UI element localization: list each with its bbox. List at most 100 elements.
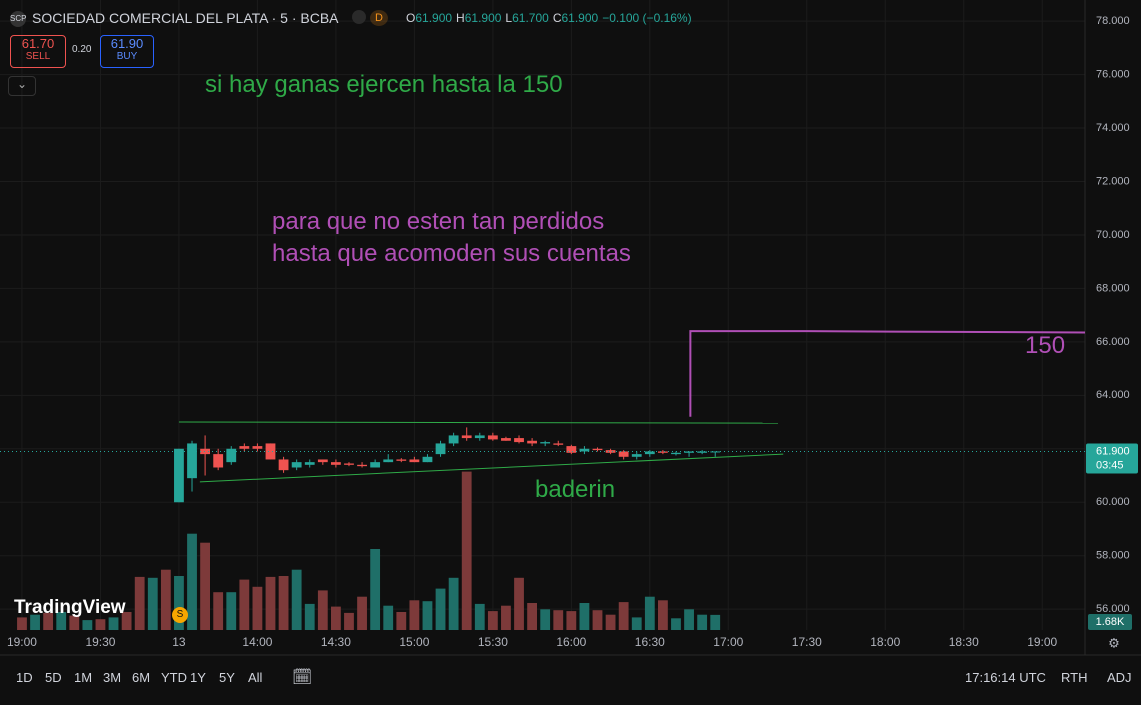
- collapse-button[interactable]: ⌄: [8, 76, 36, 96]
- volume-bar: [697, 614, 708, 630]
- volume-bar: [684, 609, 694, 630]
- y-tick-label: 72.000: [1096, 175, 1130, 187]
- volume-bar: [69, 615, 80, 630]
- volume-bar: [474, 603, 485, 630]
- date-range-icon[interactable]: 🗓: [292, 669, 313, 686]
- candle-body: [644, 451, 655, 455]
- volume-bar: [187, 533, 197, 630]
- volume-bar: [291, 569, 302, 630]
- volume-bar: [226, 592, 237, 630]
- x-tick-label: 14:00: [242, 635, 272, 649]
- candle-body: [226, 448, 237, 463]
- candle-body: [697, 451, 708, 453]
- brand-logo: TradingView: [14, 597, 126, 618]
- volume-bar: [43, 612, 54, 630]
- volume-bar: [174, 576, 184, 630]
- settings-icon: ⚙: [1108, 635, 1120, 650]
- volume-bar: [409, 600, 420, 630]
- x-tick-label: 16:00: [556, 635, 586, 649]
- trend-line: [689, 330, 1086, 417]
- range-button[interactable]: 1D: [16, 670, 33, 685]
- sell-button[interactable]: 61.70 SELL: [10, 35, 66, 68]
- volume-bar: [657, 600, 668, 630]
- ohlc-change: −0.100 (−0.16%): [602, 11, 692, 25]
- volume-bar: [592, 610, 603, 630]
- volume-bar: [56, 612, 67, 630]
- delay-badge: D: [370, 10, 388, 26]
- volume-bar: [278, 576, 289, 630]
- x-tick-label: 19:00: [1027, 635, 1057, 649]
- range-button[interactable]: 6M: [132, 670, 151, 685]
- volume-bar: [553, 610, 564, 630]
- volume-bar: [357, 596, 367, 630]
- volume-bar: [30, 614, 40, 630]
- candle-body: [592, 448, 603, 451]
- candle-body: [501, 438, 511, 441]
- volume-bar: [147, 577, 158, 630]
- y-tick-label: 56.000: [1096, 603, 1130, 615]
- candle-body: [579, 448, 590, 452]
- volume-bar: [108, 617, 119, 630]
- volume-label-box: [1088, 614, 1132, 630]
- candle-body: [527, 440, 538, 444]
- candle-body: [317, 459, 328, 463]
- volume-bar: [344, 612, 354, 630]
- candle-body: [409, 459, 420, 463]
- volume-bar: [566, 611, 577, 630]
- volume-bar: [710, 614, 721, 630]
- adjust-toggle[interactable]: ADJ: [1107, 670, 1132, 685]
- range-button[interactable]: 3M: [103, 670, 122, 685]
- candle-body: [710, 451, 721, 453]
- candle-body: [252, 446, 263, 449]
- ohlc-value: 61.900: [415, 11, 453, 25]
- volume-bar: [422, 601, 433, 630]
- volume-bar: [527, 603, 538, 630]
- candle-body: [330, 462, 341, 465]
- candle-body: [396, 459, 407, 461]
- sell-price: 61.70: [21, 36, 55, 51]
- candle-body: [540, 442, 551, 444]
- candle-body: [605, 450, 616, 453]
- volume-bar: [370, 549, 381, 630]
- split-marker[interactable]: S: [172, 607, 188, 623]
- candle-body: [566, 446, 577, 453]
- last-price-box: [1086, 443, 1138, 474]
- volume-bar: [487, 611, 498, 630]
- candle-body: [304, 462, 315, 465]
- volume-bar: [605, 614, 616, 630]
- ohlc-label: O: [406, 11, 416, 25]
- trend-line: [178, 421, 779, 424]
- volume-bar: [95, 619, 106, 630]
- range-button[interactable]: All: [248, 670, 263, 685]
- candle-body: [200, 448, 211, 455]
- volume-bar: [631, 617, 642, 630]
- buy-price: 61.90: [110, 36, 144, 51]
- volume-bar: [671, 618, 681, 630]
- range-button[interactable]: 1Y: [190, 670, 206, 685]
- x-tick-label: 19:30: [85, 635, 115, 649]
- volume-bar: [317, 590, 328, 630]
- symbol-title[interactable]: SOCIEDAD COMERCIAL DEL PLATA · 5 · BCBA: [32, 10, 339, 26]
- session-toggle[interactable]: RTH: [1061, 670, 1088, 685]
- candle-body: [448, 435, 459, 444]
- candle-body: [383, 459, 394, 463]
- x-tick-label: 17:00: [713, 635, 743, 649]
- y-tick-label: 76.000: [1096, 68, 1130, 80]
- candle-body: [187, 443, 197, 479]
- candle-body: [657, 451, 668, 453]
- sell-label: SELL: [25, 51, 51, 62]
- range-button[interactable]: YTD: [161, 670, 187, 685]
- ohlc-value: 61.900: [561, 11, 599, 25]
- ohlc-label: H: [456, 11, 465, 25]
- range-button[interactable]: 1M: [74, 670, 93, 685]
- candle-body: [631, 454, 642, 457]
- candle-body: [671, 452, 681, 455]
- annotation: hasta que acomoden sus cuentas: [272, 240, 631, 267]
- buy-button[interactable]: 61.90 BUY: [100, 35, 154, 68]
- y-tick-label: 58.000: [1096, 550, 1130, 562]
- volume-bar: [330, 606, 341, 630]
- volume-bar: [396, 612, 407, 630]
- range-button[interactable]: 5D: [45, 670, 62, 685]
- range-button[interactable]: 5Y: [219, 670, 235, 685]
